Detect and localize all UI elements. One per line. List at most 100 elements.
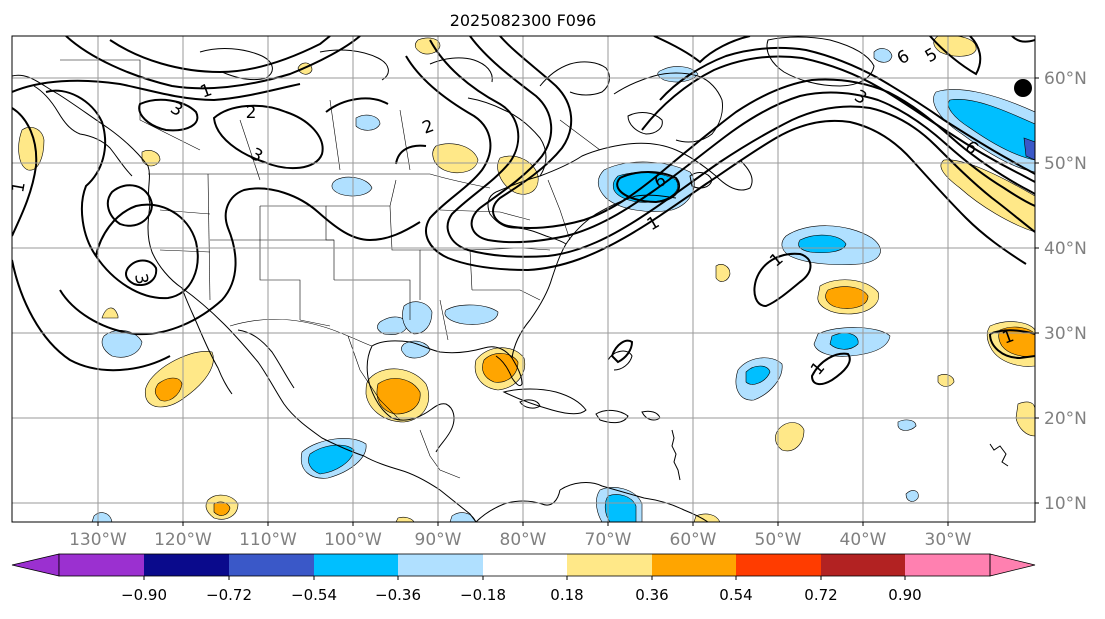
anomaly-fill-patch (355, 114, 381, 131)
lon-label-40w: 40°W (840, 530, 887, 550)
anomaly-fill-patch (400, 340, 431, 359)
anomaly-fill-patch (604, 494, 637, 522)
contour-line (212, 104, 324, 170)
lon-label-80w: 80°W (500, 530, 547, 550)
contour-line (929, 36, 982, 76)
contour-line (109, 36, 331, 74)
anomaly-fill-patch (91, 512, 113, 522)
lat-label-60n: 60°N (1044, 69, 1087, 89)
colorbar-segment (652, 554, 736, 576)
state-border (259, 206, 301, 320)
coastline (33, 85, 133, 177)
anomaly-fill-patch (308, 444, 355, 475)
colorbar-segment (229, 554, 314, 576)
state-border (547, 179, 571, 241)
contour-line (12, 259, 171, 372)
colorbar-ticks (143, 576, 906, 580)
coastline (371, 340, 523, 387)
colorbar-segment (567, 554, 652, 576)
contour-line (138, 98, 199, 132)
longitude-labels: 130°W 120°W 110°W 100°W 90°W 80°W 70°W 6… (69, 530, 972, 550)
lon-label-110w: 110°W (239, 530, 297, 550)
state-border (399, 109, 411, 171)
contour-line (429, 39, 1035, 258)
anomaly-fill-patch (482, 353, 519, 383)
contour-line (94, 203, 199, 300)
lat-label-10n: 10°N (1044, 494, 1087, 514)
colorbar-segment (398, 554, 483, 576)
colorbar-tick-label: 0.90 (888, 586, 921, 604)
anomaly-fill-patch (213, 501, 231, 516)
contour-line (65, 36, 361, 90)
coastline (199, 48, 273, 81)
contour-line (106, 184, 154, 227)
contour-line (469, 36, 1035, 244)
anomaly-fill-patch (141, 150, 161, 167)
contour-line (45, 89, 107, 257)
anomaly-fill-patch (745, 365, 771, 385)
longitude-tick-marks (97, 522, 949, 526)
anomaly-fill-patch (998, 326, 1035, 357)
contour-line (616, 171, 681, 204)
colorbar-segment (59, 554, 144, 576)
colorbar-segment (314, 554, 398, 576)
anomaly-fill-patch (376, 378, 421, 415)
anomaly-fill-patch (432, 143, 479, 173)
contour-line (59, 187, 421, 336)
coastline (539, 61, 610, 96)
figure-title: 2025082300 F096 (450, 11, 597, 30)
coastline (366, 345, 455, 453)
contour-line (492, 36, 1035, 229)
contour-label: 1 (8, 180, 30, 194)
contour-line (653, 36, 751, 64)
lon-label-50w: 50°W (755, 530, 802, 550)
coastline (607, 350, 633, 371)
lon-label-70w: 70°W (585, 530, 632, 550)
state-border (159, 249, 211, 253)
anomaly-fill-patch (873, 48, 893, 63)
colorbar-tick-label: −0.18 (460, 586, 506, 604)
state-border (347, 335, 401, 421)
colorbar-tick-label: −0.54 (291, 586, 337, 604)
anomaly-fill-patch (948, 99, 1035, 161)
anomaly-fill-patch (937, 374, 955, 387)
colorbar: −0.90 −0.72 −0.54 −0.36 −0.18 0.18 0.36 … (11, 553, 1036, 604)
colorbar-tick-label: −0.90 (121, 586, 167, 604)
colorbar-segment (144, 554, 229, 576)
state-border (559, 119, 601, 151)
contour-line (405, 55, 1027, 272)
colorbar-tick-label: 0.72 (804, 586, 837, 604)
anomaly-fill-patch (829, 332, 859, 350)
coastline (502, 388, 587, 415)
state-border (334, 279, 411, 320)
contour-line (1011, 36, 1035, 43)
anomaly-fill-patch (449, 512, 477, 522)
colorbar-segment (736, 554, 821, 576)
coastline (559, 482, 709, 522)
colorbar-extend-max (989, 553, 1036, 577)
colorbar-tick-label: −0.36 (375, 586, 421, 604)
coastline (319, 49, 389, 81)
contour-line (395, 144, 427, 165)
anomaly-fill-patch (331, 176, 373, 197)
contour-line (125, 259, 158, 286)
coastline-layer (12, 36, 1009, 522)
anomaly-fill-patch (825, 286, 869, 309)
colorbar-tick-label: 0.18 (550, 586, 583, 604)
state-border (329, 99, 341, 171)
state-border (439, 209, 531, 221)
coastline (989, 443, 1009, 467)
colorbar-tick-label: 0.36 (635, 586, 668, 604)
lat-label-20n: 20°N (1044, 409, 1087, 429)
anomaly-fill-patch (444, 304, 499, 325)
coastline (12, 74, 477, 522)
colorbar-tick-labels: −0.90 −0.72 −0.54 −0.36 −0.18 0.18 0.36 … (121, 586, 922, 604)
contour-label: 3 (130, 272, 152, 286)
lon-label-30w: 30°W (925, 530, 972, 550)
coastline (181, 287, 233, 395)
colorbar-extend-min (11, 553, 60, 577)
anomaly-fill-patch (1023, 137, 1035, 161)
anomaly-fill-patch (693, 513, 721, 522)
